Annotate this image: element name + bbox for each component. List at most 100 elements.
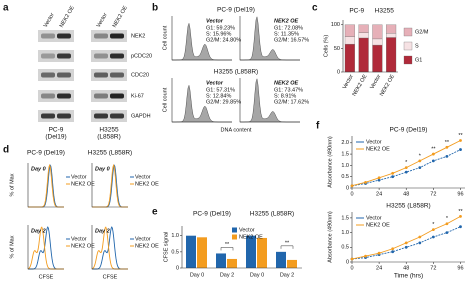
legend-swatch [232, 234, 237, 240]
marker [431, 235, 435, 239]
band [94, 33, 108, 39]
marker [445, 222, 449, 226]
significance: * [419, 153, 422, 159]
panel-label: a [3, 3, 9, 14]
band [41, 72, 55, 78]
y-axis-label: Absorbance (490nm) [327, 136, 333, 188]
axes [171, 78, 232, 123]
marker [445, 145, 449, 149]
x-tick-label: Vector [342, 74, 355, 91]
panel-label: d [3, 145, 9, 156]
bar [197, 237, 207, 268]
condition-label: Vector [206, 18, 224, 24]
panel-label: b [152, 3, 158, 14]
marker [377, 176, 381, 180]
stat-label: G1: 59.23% [206, 25, 235, 31]
bar-segment [386, 37, 397, 73]
bar [276, 251, 286, 268]
band [110, 33, 124, 39]
band [41, 33, 55, 39]
significance: ** [458, 209, 463, 215]
legend-label: Vector [71, 236, 87, 242]
band [57, 53, 71, 59]
x-tick-label: 24 [376, 265, 382, 271]
y-axis-label: % of Max [9, 235, 15, 258]
group-label: PC-9 (Del19) [193, 211, 231, 218]
day-label: Day 2 [31, 228, 46, 234]
bar-segment [386, 24, 397, 34]
legend-label: NEK2 OE [239, 234, 263, 240]
blot [38, 30, 74, 42]
x-tick-label: 48 [403, 191, 409, 197]
cell-line-label: H3255 [99, 127, 119, 134]
bar [257, 237, 267, 268]
marker [377, 178, 381, 182]
x-tick-label: 48 [403, 265, 409, 271]
y-tick-label: 50 [334, 46, 340, 52]
significance: * [446, 216, 449, 222]
blot [91, 69, 127, 81]
panel-label: f [316, 121, 320, 132]
stat-label: G2/M: 29.85% [206, 99, 241, 105]
lane-label: NEK2 OE [112, 5, 129, 29]
bracket [280, 245, 294, 249]
marker [404, 166, 408, 170]
blot [38, 110, 74, 122]
day-label: Day 2 [95, 228, 110, 234]
stat-label: S: 15.96% [206, 31, 231, 37]
marker [404, 170, 408, 174]
panel-label: c [312, 3, 318, 14]
protein-label: Ki-67 [131, 93, 144, 99]
blot [38, 69, 74, 81]
day-label: Day 0 [31, 166, 46, 172]
x-tick-label: 72 [430, 265, 436, 271]
band [57, 113, 71, 119]
stat-label: G1: 72.08% [274, 25, 303, 31]
blot [91, 90, 127, 102]
bar-segment [358, 24, 369, 33]
axes [239, 16, 300, 61]
significance: * [405, 160, 408, 166]
stat-label: G1: 73.47% [274, 87, 303, 93]
x-tick-label: Day 2 [280, 272, 294, 278]
legend-label: Vector [135, 236, 151, 242]
y-tick-label: 1.5 [341, 215, 349, 221]
x-tick-label: 96 [457, 265, 463, 271]
bar-segment [344, 36, 355, 45]
stat-label: G2/M: 17.62% [274, 99, 309, 105]
stat-label: S: 12.84% [206, 93, 231, 99]
y-tick-label: 1.5 [341, 152, 349, 158]
blot [38, 90, 74, 102]
x-tick-label: 0 [350, 265, 353, 271]
bar-segment [344, 43, 355, 73]
legend-label: Vector [366, 215, 382, 221]
bar-segment [358, 32, 369, 39]
legend-swatch [403, 41, 413, 51]
protein-label: GAPDH [131, 113, 151, 119]
marker [459, 139, 462, 142]
histogram-title: H3255 (L858R) [88, 150, 132, 157]
bar [227, 258, 237, 268]
y-tick-label: 100 [331, 22, 340, 28]
band [94, 53, 108, 59]
y-tick-label: 1.0 [341, 230, 349, 236]
cell-line-label: PC-9 [49, 127, 64, 134]
marker [418, 241, 422, 245]
legend-swatch [232, 227, 237, 233]
marker [391, 247, 395, 251]
band [110, 113, 124, 119]
x-axis-label: DNA content [221, 127, 252, 133]
marker [445, 154, 449, 158]
bar-segment [372, 24, 383, 40]
marker [418, 166, 422, 170]
legend-label: G1 [415, 57, 422, 63]
legend-swatch [403, 27, 413, 37]
y-tick-label: 0.5 [341, 245, 349, 251]
y-axis-label: CFSE signal [163, 232, 169, 263]
significance: ** [225, 242, 230, 248]
y-axis-label: Cells (%) [323, 35, 329, 57]
axes [171, 16, 232, 61]
marker [350, 184, 354, 188]
marker [364, 180, 367, 184]
